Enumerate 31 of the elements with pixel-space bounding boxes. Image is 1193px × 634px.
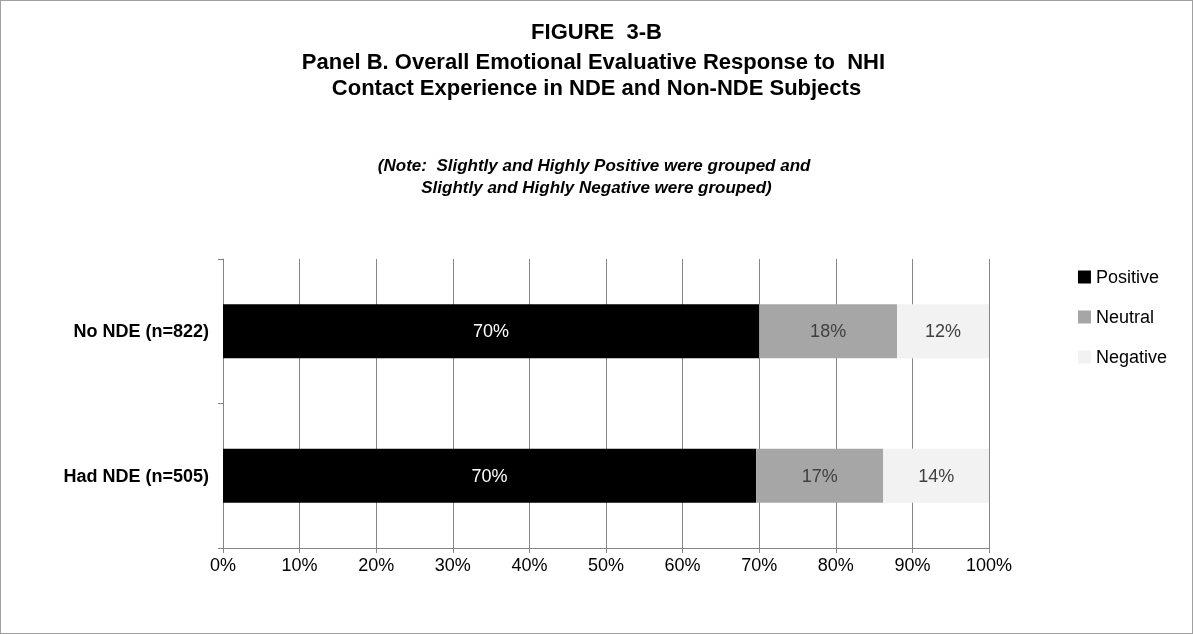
text: (Note: Slightly and Highly Positive were grouped and Slightly and Highly Negative were grouped) [377,155,816,197]
x-tick-label: 80% [817,555,854,575]
legend-label: Positive [1095,267,1159,287]
bar [223,304,760,359]
x-tick-label: 40% [511,555,548,575]
bar [223,448,757,503]
data-label: 17% [801,465,838,486]
data-label: 14% [918,465,955,486]
data-label: 12% [925,321,962,342]
y-tick-label: No NDE (n=822) [73,321,209,342]
bar [883,448,989,503]
x-tick-label: 0% [209,555,237,575]
legend-label: Negative [1095,347,1167,367]
x-tick-label: 30% [434,555,471,575]
data-label: 18% [810,321,847,342]
chart-title: FIGURE 3-B [531,18,662,44]
bar [756,448,884,503]
x-tick-label: 60% [664,555,701,575]
data-label: 70% [473,321,510,342]
x-tick-label: 70% [741,555,778,575]
bar [759,304,898,359]
x-tick-label: 50% [587,555,625,575]
x-tick-label: 90% [894,555,931,575]
x-tick-label: 10% [281,555,318,575]
legend-label: Neutral [1095,307,1154,327]
x-tick-label: 100% [965,555,1013,575]
bar [897,304,989,359]
data-label: 70% [471,465,508,486]
y-tick-label: Had NDE (n=505) [63,465,209,486]
chart-subtitle: Panel B. Overall Emotional Evaluative Response to NHI Contact Experience in NDE and Non-NDE Subjects [301,48,892,100]
x-tick-label: 20% [358,555,395,575]
